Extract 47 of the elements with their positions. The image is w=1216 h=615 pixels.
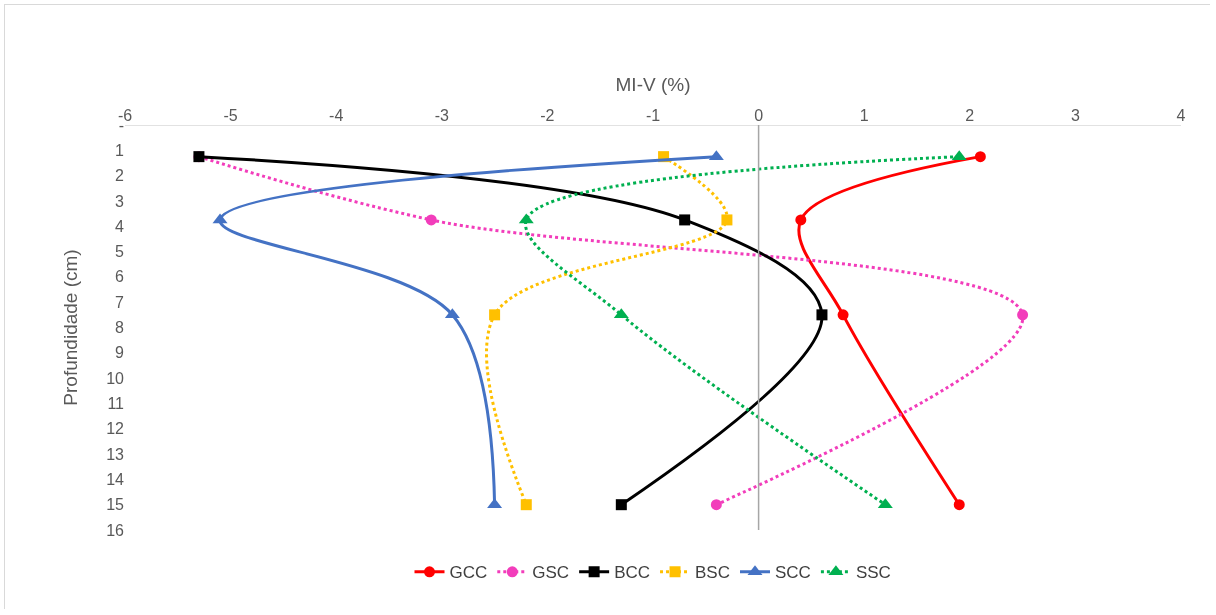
y-tick-label: 9: [115, 344, 125, 362]
x-tick-label: 0: [754, 106, 764, 124]
y-tick-label: 16: [106, 521, 125, 539]
point: [953, 499, 965, 511]
legend-label: SSC: [855, 563, 891, 583]
y-tick-label: 5: [115, 243, 125, 261]
point: [425, 214, 437, 226]
x-tick-label: 3: [1070, 106, 1080, 124]
point: [615, 499, 627, 511]
legend-label: GCC: [449, 563, 488, 583]
point: [721, 214, 733, 226]
x-tick-label: -2: [540, 106, 555, 124]
legend-label: BSC: [695, 563, 730, 583]
y-tick-label: 10: [106, 369, 125, 387]
x-tick-label: -3: [434, 106, 450, 124]
y-tick-label: 13: [106, 445, 125, 463]
point: [974, 151, 986, 163]
point: [679, 214, 691, 226]
y-tick-label: 14: [106, 470, 125, 488]
x-axis-title: MI-V (%): [615, 73, 691, 95]
point: [489, 309, 501, 321]
x-tick-label: -4: [329, 106, 344, 124]
x-tick-label: -5: [223, 106, 238, 124]
y-tick-label: 6: [115, 268, 125, 286]
x-tick-label: 1: [859, 106, 869, 124]
y-tick-label: 1: [115, 141, 125, 159]
y-tick-label: 2: [115, 167, 125, 185]
point: [795, 214, 807, 226]
point: [1017, 309, 1029, 321]
y-tick-label: 4: [115, 217, 125, 235]
point: [710, 499, 722, 511]
legend-label: SCC: [775, 563, 811, 583]
legend-label: GSC: [532, 563, 570, 583]
x-tick-label: 4: [1176, 106, 1186, 124]
y-tick-label: 15: [106, 496, 125, 514]
y-tick-label: 3: [115, 192, 125, 210]
y-tick-label: 11: [107, 395, 125, 413]
x-tick-label: 2: [965, 106, 975, 124]
y-tick-label: 8: [115, 319, 125, 337]
y-axis-title: Profundidade (cm): [60, 249, 81, 406]
y-tick-label: 12: [106, 420, 125, 438]
point: [837, 309, 849, 321]
x-tick-label: -1: [645, 106, 661, 124]
legend-label: BCC: [614, 563, 651, 583]
y-tick-label: 7: [115, 293, 125, 311]
point: [816, 309, 828, 321]
point: [520, 499, 532, 511]
